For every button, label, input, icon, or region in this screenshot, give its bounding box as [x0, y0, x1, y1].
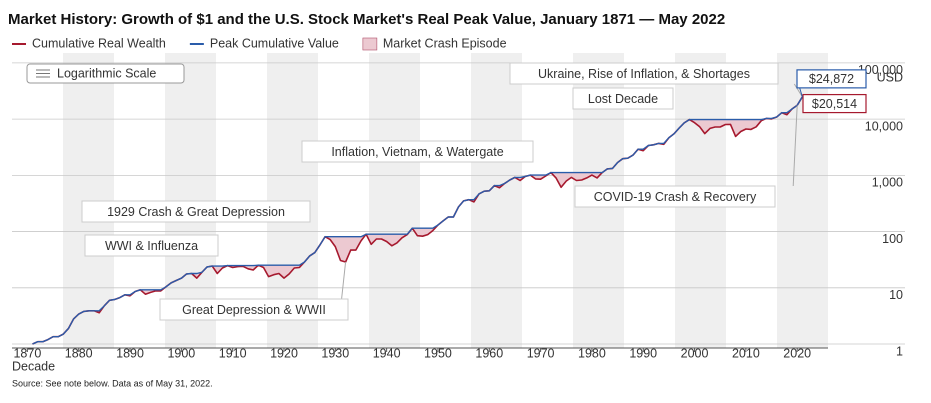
x-tick-label: 1950: [424, 346, 452, 360]
scale-note-box: [26, 63, 185, 84]
annotation: Ukraine, Rise of Inflation, & Shortages: [538, 67, 750, 81]
crash-area: [32, 96, 808, 345]
legend-label: Peak Cumulative Value: [210, 36, 339, 50]
series-line: [32, 96, 808, 345]
x-tick-label: 1990: [629, 346, 657, 360]
y-unit: USD: [877, 70, 903, 84]
chart-title: Market History: Growth of $1 and the U.S…: [8, 11, 725, 28]
value-label: $24,872: [809, 72, 854, 86]
source: Source: See note below. Data as of May 3…: [12, 378, 213, 388]
y-tick-label: 10,000: [865, 119, 903, 133]
y-tick-label: 100,000: [858, 63, 903, 77]
x-tick-label: 1890: [116, 346, 144, 360]
annotation-leader: [793, 83, 803, 98]
legend-swatch: [362, 37, 378, 51]
y-tick-label: 1,000: [872, 176, 903, 190]
x-tick-label: 2000: [681, 346, 709, 360]
annotation-box: [574, 185, 776, 208]
x-tick-label: 2020: [783, 346, 811, 360]
scale-note: Logarithmic Scale: [57, 66, 156, 80]
annotation-box: [84, 234, 219, 257]
legend-label: Cumulative Real Wealth: [32, 36, 166, 50]
annotation-box: [159, 298, 349, 321]
legend-label: Market Crash Episode: [383, 36, 507, 50]
value-label-box: [796, 69, 867, 89]
band: [471, 53, 522, 348]
x-tick-label: 1870: [13, 346, 41, 360]
x-tick-label: 1930: [321, 346, 349, 360]
annotation-box: [509, 62, 779, 85]
annotation: 1929 Crash & Great Depression: [107, 205, 285, 219]
annotation-leader: [792, 105, 798, 187]
x-tick-label: 2010: [732, 346, 760, 360]
band: [369, 53, 420, 348]
x-tick-label: 1960: [475, 346, 503, 360]
annotation-leader: [341, 261, 347, 300]
annotation: Inflation, Vietnam, & Watergate: [331, 145, 503, 159]
y-tick-label: 10: [889, 288, 903, 302]
annotation-box: [301, 140, 534, 163]
annotation: Lost Decade: [588, 92, 658, 106]
x-tick-label: 1980: [578, 346, 606, 360]
annotation: Great Depression & WWII: [182, 303, 326, 317]
annotation-box: [572, 87, 674, 110]
x-tick-label: 1970: [527, 346, 555, 360]
x-tick-label: 1880: [65, 346, 93, 360]
value-label: $20,514: [812, 97, 857, 111]
y-tick-label: 100: [882, 232, 903, 246]
x-tick-label: 1940: [373, 346, 401, 360]
annotation: COVID-19 Crash & Recovery: [594, 190, 757, 204]
y-tick-label: 1: [896, 344, 903, 358]
scale-icon: [36, 69, 50, 78]
x-axis-label: Decade: [12, 359, 55, 373]
x-tick-label: 1910: [219, 346, 247, 360]
annotation-box: [81, 200, 311, 223]
x-tick-label: 1920: [270, 346, 298, 360]
value-label-box: [802, 93, 867, 114]
x-tick-label: 1900: [167, 346, 195, 360]
annotation: WWI & Influenza: [105, 239, 198, 253]
